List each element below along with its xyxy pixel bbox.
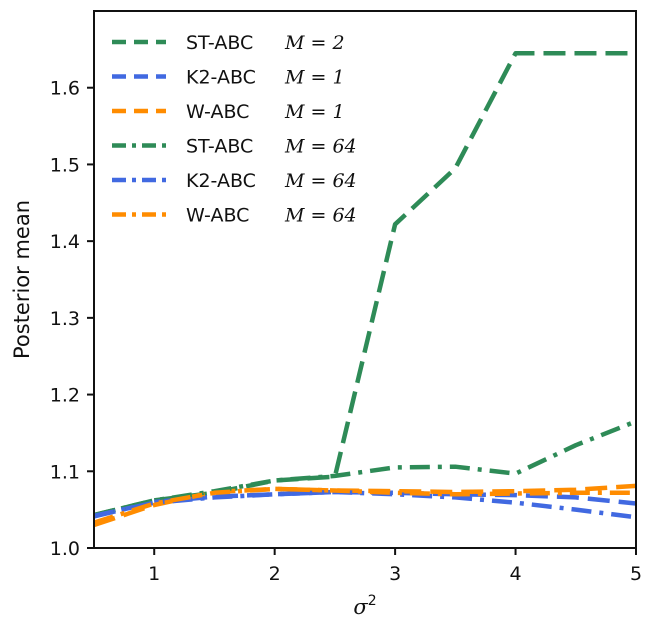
legend-label-4: K2-ABC [186,170,256,192]
legend-label-5: W-ABC [186,205,249,227]
y-tick-label-6: 1.6 [50,78,80,100]
x-tick-label-3: 4 [510,563,522,585]
y-axis-label: Posterior mean [10,200,34,359]
legend-m-label-2: M = 1 [284,101,345,123]
x-axis-label-superscript: 2 [368,593,377,609]
series-line-5 [93,486,636,525]
y-tick-label-4: 1.4 [50,231,80,253]
legend-label-3: ST-ABC [186,136,253,158]
legend-m-label-4: M = 64 [284,170,357,192]
legend-label-1: K2-ABC [186,67,256,89]
y-tick-label-0: 1.0 [50,538,80,560]
y-tick-label-2: 1.2 [50,385,80,407]
legend-m-label-5: M = 64 [284,205,357,227]
legend-m-label-0: M = 2 [284,32,345,54]
series-line-3 [93,419,637,518]
x-tick-label-4: 5 [630,563,642,585]
x-tick-label-1: 2 [269,563,281,585]
y-tick-label-5: 1.5 [50,154,80,176]
x-tick-label-0: 1 [148,563,160,585]
legend-m-label-1: M = 1 [284,67,345,89]
y-tick-label-3: 1.3 [50,308,80,330]
legend-m-label-3: M = 64 [284,136,357,158]
series-line-0 [93,50,636,518]
legend-label-2: W-ABC [186,101,249,123]
x-tick-label-2: 3 [389,563,401,585]
x-axis-label-symbol: σ [353,595,368,619]
legend-label-0: ST-ABC [186,32,253,54]
y-tick-label-1: 1.1 [50,461,80,483]
series-lines [93,50,637,528]
legend: ST-ABC M = 2 K2-ABC M = 1 W-ABC M = 1 ST-ABC M … [112,32,357,227]
axis-ticks: 1 2 3 4 5 1.0 1.1 1.2 1.3 1.4 1.5 1.6 [50,78,642,585]
series-line-1 [93,489,637,519]
x-axis-label: σ2 [353,593,376,619]
plot-frame [93,10,637,549]
